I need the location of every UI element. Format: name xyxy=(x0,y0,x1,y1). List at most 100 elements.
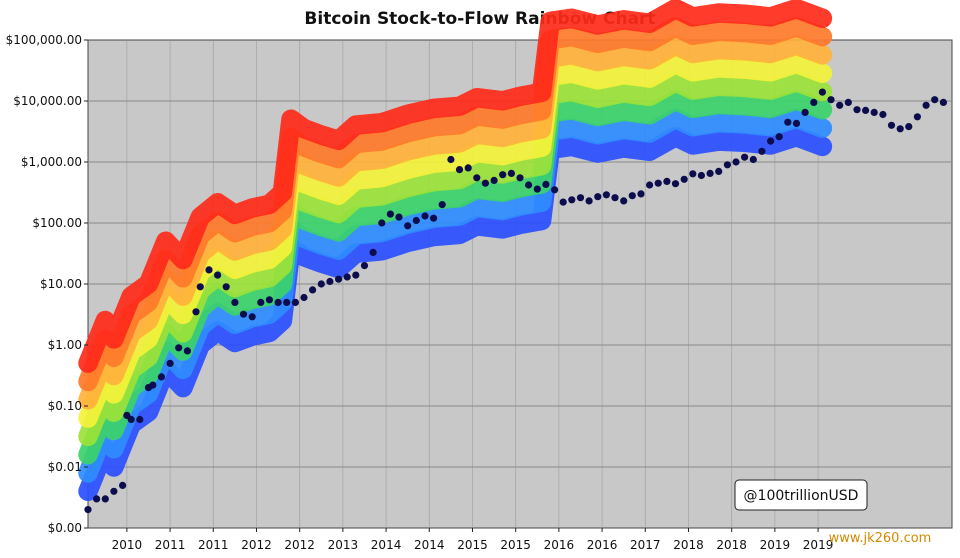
data-point xyxy=(93,495,101,503)
data-point xyxy=(689,170,697,178)
data-point xyxy=(844,98,852,106)
data-point xyxy=(175,344,183,352)
x-tick-label: 2013 xyxy=(328,538,359,552)
data-point xyxy=(430,214,438,222)
data-point xyxy=(110,487,118,495)
data-point xyxy=(818,88,827,96)
data-point xyxy=(343,273,351,281)
data-point xyxy=(412,216,420,225)
data-point xyxy=(551,186,559,194)
data-point xyxy=(84,506,92,514)
y-tick-label: $10.00 xyxy=(40,277,82,291)
data-point xyxy=(568,196,576,204)
data-point xyxy=(473,174,481,182)
data-point xyxy=(870,108,878,116)
data-point xyxy=(326,277,334,286)
x-tick-label: 2011 xyxy=(155,538,186,552)
data-point xyxy=(369,248,377,256)
x-tick-label: 2018 xyxy=(673,538,704,552)
data-point xyxy=(192,308,200,316)
data-point xyxy=(758,147,766,155)
data-point xyxy=(378,219,386,227)
data-point xyxy=(741,153,749,161)
rainbow-band xyxy=(78,108,833,483)
x-tick-label: 2012 xyxy=(284,538,315,552)
x-tick-label: 2019 xyxy=(803,538,834,552)
data-point xyxy=(231,298,239,306)
data-point xyxy=(732,158,740,166)
data-point xyxy=(853,106,861,114)
data-point xyxy=(300,293,308,302)
data-point xyxy=(671,180,680,188)
data-point xyxy=(395,213,403,221)
data-point xyxy=(166,359,174,367)
data-point xyxy=(525,181,533,189)
rainbow-band xyxy=(78,0,833,373)
data-point xyxy=(749,155,757,164)
data-point xyxy=(767,137,775,145)
data-point xyxy=(464,164,472,172)
x-tick-label: 2010 xyxy=(112,538,143,552)
rainbow-bands xyxy=(78,0,833,502)
data-point xyxy=(183,347,191,355)
data-point xyxy=(715,167,723,175)
x-tick-label: 2014 xyxy=(414,538,445,552)
rainbow-band xyxy=(78,72,833,447)
data-point xyxy=(265,296,273,304)
data-point xyxy=(386,210,394,218)
data-point xyxy=(896,125,904,133)
data-point xyxy=(836,101,844,109)
data-point xyxy=(939,98,948,106)
data-point xyxy=(119,481,127,489)
x-tick-label: 2018 xyxy=(716,538,747,552)
data-point xyxy=(438,201,446,209)
data-point xyxy=(248,313,256,321)
data-point xyxy=(157,373,165,381)
data-point xyxy=(801,108,809,116)
data-point xyxy=(516,174,524,182)
data-point xyxy=(559,198,567,206)
credit-box: @100trillionUSD xyxy=(734,479,868,511)
rainbow-band xyxy=(78,126,833,502)
x-tick-label: 2014 xyxy=(371,538,402,552)
data-point xyxy=(810,98,818,106)
watermark-text: www.jk260.com xyxy=(829,531,932,546)
data-point xyxy=(628,192,636,200)
data-point xyxy=(421,212,429,220)
data-point xyxy=(490,176,498,184)
data-point xyxy=(542,180,550,188)
x-tick-label: 2015 xyxy=(457,538,488,552)
data-point xyxy=(499,171,507,179)
data-point xyxy=(931,96,939,104)
data-point xyxy=(239,310,248,318)
data-point xyxy=(274,298,282,306)
data-point xyxy=(680,175,688,183)
y-tick-label: $0.01 xyxy=(48,460,82,474)
rainbow-band xyxy=(78,90,833,465)
data-point xyxy=(913,113,922,121)
axes: $0.00 $0.01 $0.10 $1.00 $10.00 $100.00 $1,000.… xyxy=(6,33,834,552)
y-tick-label: $100.00 xyxy=(32,216,82,230)
data-point xyxy=(196,283,204,291)
data-point xyxy=(455,166,464,174)
data-point xyxy=(697,171,706,180)
data-point xyxy=(309,286,317,294)
credit-label: @100trillionUSD xyxy=(744,488,859,504)
data-point xyxy=(404,222,412,230)
x-tick-label: 2011 xyxy=(198,538,229,552)
data-point xyxy=(352,271,360,279)
data-point xyxy=(862,106,870,114)
y-tick-label: $1.00 xyxy=(48,338,82,352)
plot-area xyxy=(78,0,953,529)
x-tick-label: 2016 xyxy=(544,538,575,552)
data-point xyxy=(257,298,265,306)
data-points xyxy=(84,88,948,514)
data-point xyxy=(101,495,109,503)
data-point xyxy=(127,415,135,424)
data-point xyxy=(887,121,896,129)
y-tick-label: $1,000.00 xyxy=(21,155,82,169)
rainbow-band xyxy=(78,53,833,428)
data-point xyxy=(205,266,213,274)
